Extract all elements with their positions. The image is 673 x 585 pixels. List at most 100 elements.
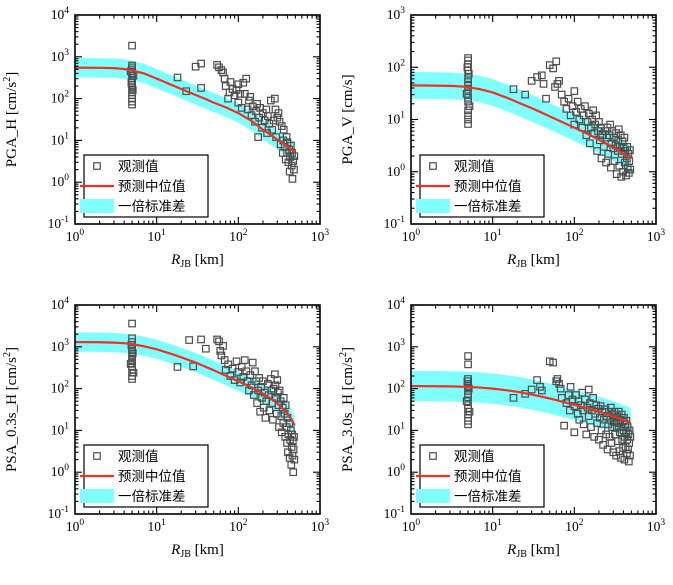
axis-ticks	[74, 14, 321, 225]
median-line	[75, 340, 296, 427]
data-point	[617, 172, 626, 181]
data-point	[268, 125, 277, 134]
data-point	[584, 385, 593, 394]
data-point	[232, 357, 241, 366]
legend-observed-label: 观测值	[454, 159, 495, 174]
median-line	[411, 84, 632, 160]
data-point	[587, 423, 595, 431]
legend-observed-label: 观测值	[454, 449, 495, 464]
data-point	[287, 443, 296, 451]
data-point	[128, 41, 136, 50]
legend-median-label: 预测中位值	[454, 179, 522, 194]
data-point	[272, 409, 281, 418]
legend-sigma-swatch-icon	[80, 199, 114, 213]
axis-ticks	[74, 304, 321, 515]
data-point	[271, 370, 279, 379]
data-point	[197, 59, 205, 68]
y-tick-label: 100	[51, 463, 70, 479]
data-point	[463, 377, 472, 386]
data-point	[464, 97, 472, 106]
y-tick-label: 100	[387, 163, 406, 179]
x-tick-label: 101	[148, 228, 167, 244]
data-point	[537, 386, 546, 395]
data-point	[509, 394, 518, 402]
legend-median-label: 预测中位值	[118, 469, 186, 484]
data-point	[602, 158, 610, 167]
data-point	[573, 97, 582, 106]
plot-frame	[74, 304, 321, 515]
y-tick-label: 103	[51, 338, 70, 354]
y-tick-label: 101	[51, 421, 70, 437]
data-point	[620, 133, 629, 142]
data-point	[261, 413, 270, 422]
data-point	[560, 421, 568, 430]
data-point	[462, 397, 471, 406]
data-point	[555, 379, 563, 388]
y-tick-label: 100	[387, 463, 406, 479]
median-line	[75, 66, 296, 153]
data-point	[570, 87, 579, 95]
plot-area	[75, 319, 299, 477]
data-point	[274, 109, 283, 117]
data-point	[575, 415, 584, 424]
data-point	[553, 375, 562, 383]
data-point	[173, 363, 182, 371]
data-point	[240, 356, 249, 364]
data-point	[564, 391, 573, 399]
y-tick-label: 10-1	[48, 215, 70, 231]
x-tick-label: 103	[311, 228, 330, 244]
data-point	[128, 100, 136, 109]
data-point	[282, 133, 291, 141]
data-point	[626, 433, 635, 441]
data-point	[128, 83, 136, 92]
data-point	[464, 384, 473, 393]
plot-area	[75, 41, 299, 183]
legend-sigma-label: 一倍标准差	[454, 489, 522, 504]
data-point	[254, 133, 263, 141]
data-point	[197, 84, 205, 92]
x-tick-label: 103	[311, 518, 330, 534]
data-point	[274, 401, 283, 410]
subplot-psa-3-0s-h: 100 101 102 10310-1100101102103104PSA_3.0s_…	[338, 296, 665, 560]
legend-sigma-label: 一倍标准差	[454, 199, 522, 214]
data-point	[127, 78, 136, 87]
data-point	[128, 357, 136, 366]
data-point	[288, 175, 297, 183]
y-tick-label: 101	[387, 421, 406, 437]
data-point	[595, 118, 603, 126]
data-point	[273, 113, 282, 122]
data-point	[290, 165, 298, 174]
x-tick-label: 100	[402, 518, 421, 534]
data-point	[248, 358, 257, 367]
data-point	[279, 125, 288, 134]
data-point	[626, 451, 634, 460]
data-point	[213, 335, 221, 344]
subplot-psa-0-3s-h: 100 101 102 10310-1100101102103104PSA_0.3s_…	[2, 296, 330, 560]
y-axis-label: PGA_V [cm/s]	[340, 74, 356, 164]
x-axis-label: RJB [km]	[170, 252, 224, 270]
data-point	[253, 399, 261, 407]
data-point	[224, 360, 232, 369]
y-tick-label: 104	[51, 6, 70, 22]
data-point	[537, 71, 546, 80]
y-tick-label: 103	[51, 48, 70, 64]
data-point	[521, 90, 530, 99]
plot-frame	[410, 304, 657, 515]
data-point	[610, 157, 619, 165]
data-point	[586, 139, 594, 148]
data-point	[219, 342, 227, 350]
data-point	[230, 91, 239, 100]
axis-ticks	[410, 304, 657, 515]
x-tick-label: 100	[402, 228, 421, 244]
data-point	[234, 80, 243, 89]
y-tick-label: 102	[51, 380, 70, 396]
data-point	[128, 86, 137, 94]
data-point	[604, 150, 613, 158]
x-tick-label: 102	[565, 518, 584, 534]
subplot-cell-psa-0-3s-h: 100 101 102 103 10-1 100 101 102 103 104 PSA_0.3s_…	[0, 290, 336, 580]
data-point	[570, 428, 579, 437]
plot-frame	[74, 14, 321, 225]
data-point	[128, 319, 136, 328]
y-tick-label: 104	[387, 296, 406, 312]
